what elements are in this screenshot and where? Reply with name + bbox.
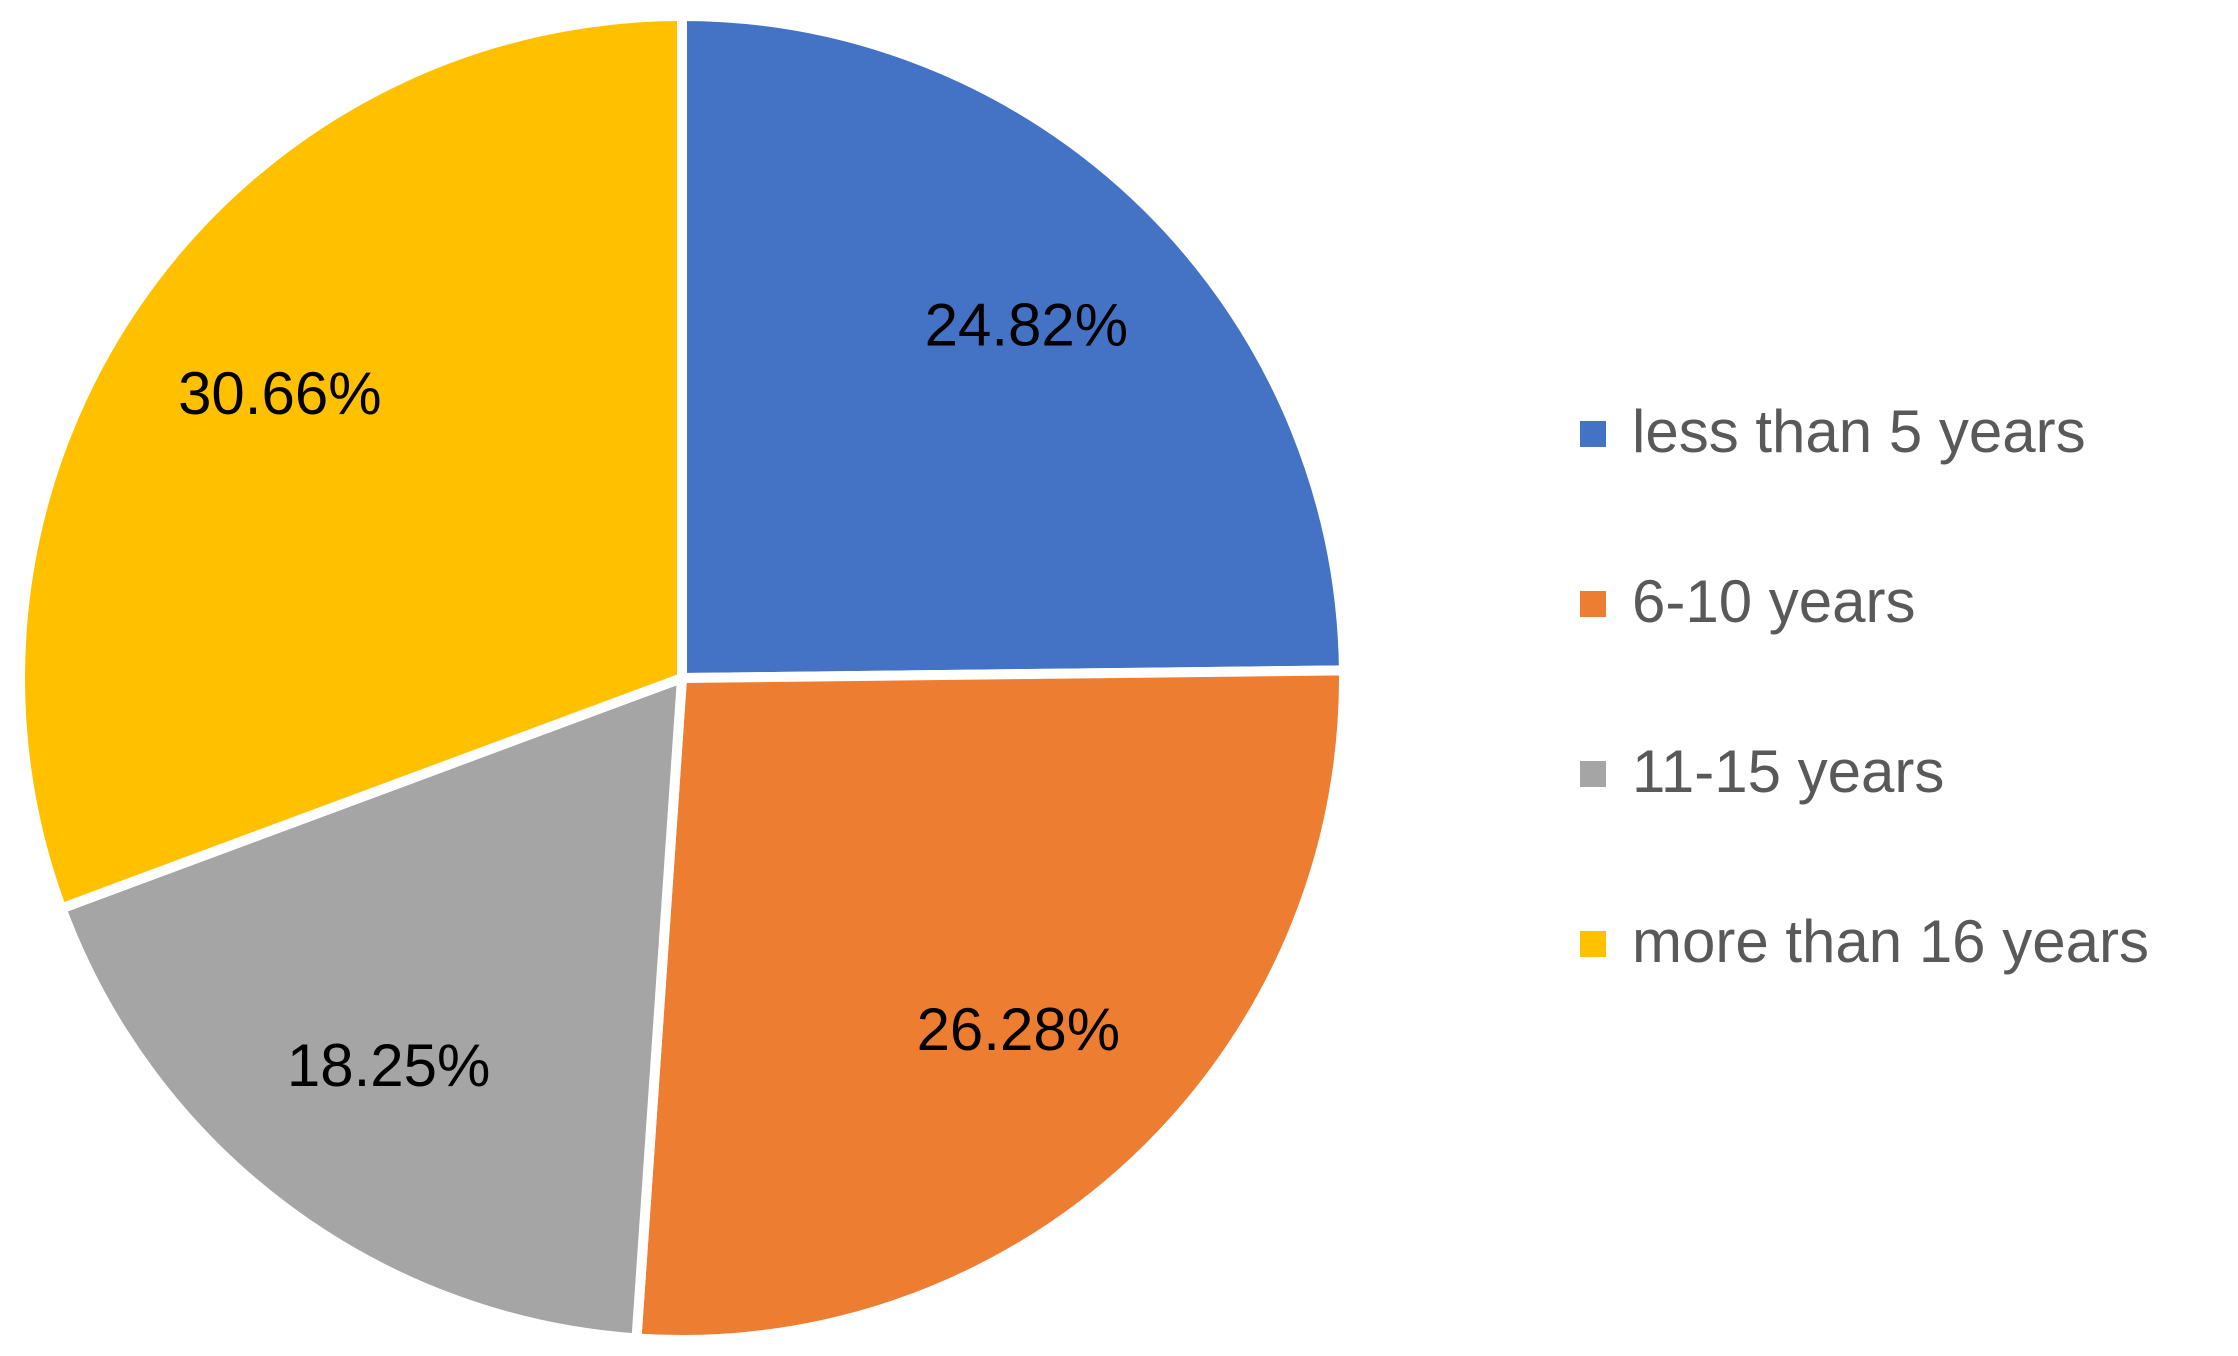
- legend-label: 11-15 years: [1632, 738, 1944, 805]
- legend-label: 6-10 years: [1632, 568, 1915, 635]
- pie-slice: [677, 11, 1349, 683]
- legend-label: less than 5 years: [1632, 398, 2086, 465]
- data-label: 18.25%: [287, 1032, 491, 1099]
- pie-slice: [631, 665, 1349, 1345]
- legend-swatch: [1580, 761, 1606, 787]
- legend-swatch: [1580, 591, 1606, 617]
- legend-swatch: [1580, 421, 1606, 447]
- pie-slice: [15, 11, 687, 914]
- data-label: 30.66%: [178, 360, 382, 427]
- data-label: 24.82%: [925, 291, 1129, 358]
- data-label: 26.28%: [917, 996, 1121, 1063]
- legend-swatch: [1580, 931, 1606, 957]
- pie-slice: [56, 673, 687, 1344]
- legend-label: more than 16 years: [1632, 908, 2149, 975]
